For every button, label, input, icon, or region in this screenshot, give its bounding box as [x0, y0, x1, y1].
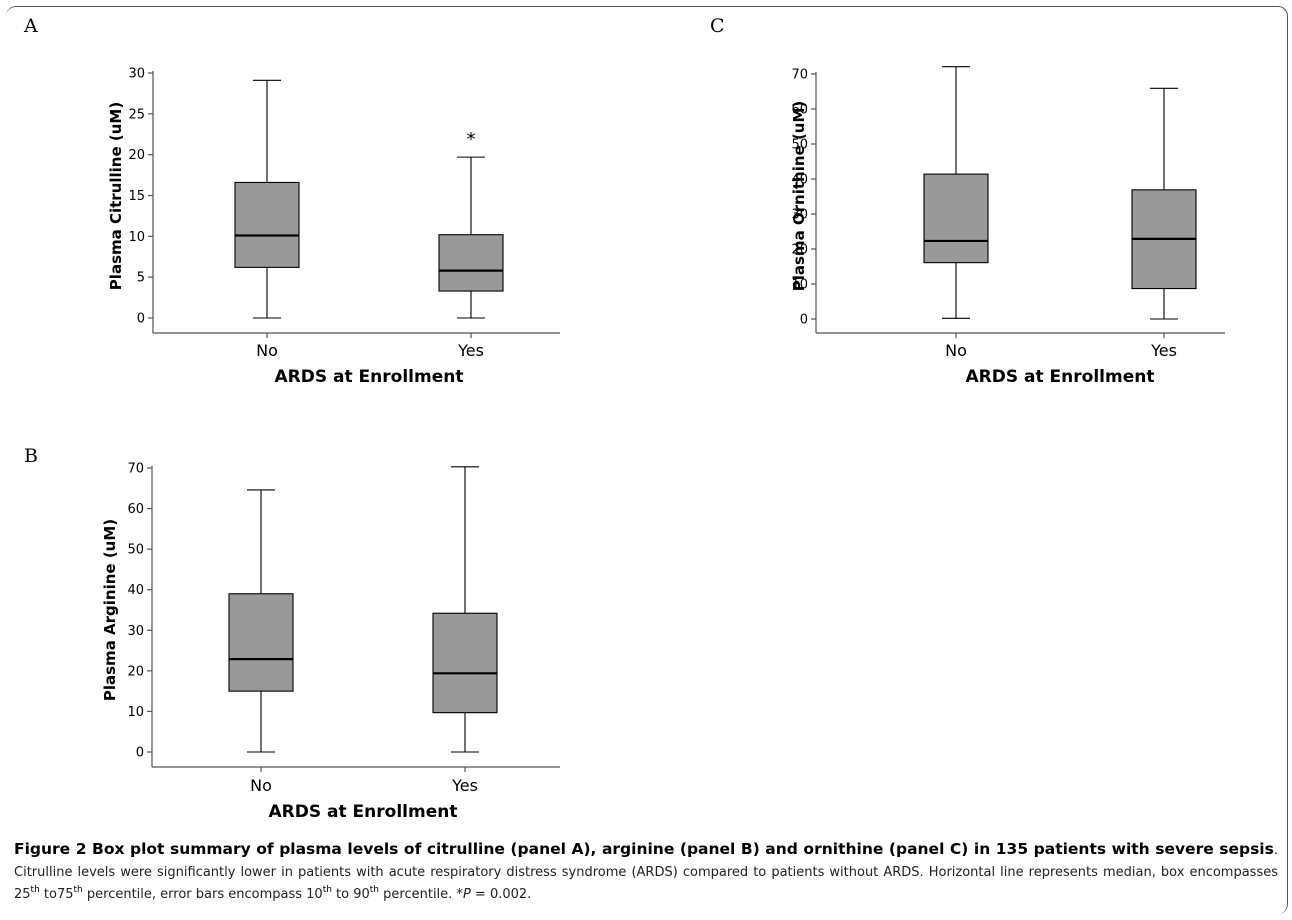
panel-a-no-box: [234, 181, 300, 268]
panel-c-yes-category-label: Yes: [1150, 341, 1177, 360]
figure-canvas: A 0 5 10 15 20 25 30 Plasma Citrulline (uM) ARDS …: [23, 15, 1225, 822]
panel-a-ytick-label: 15: [128, 189, 145, 204]
panel-a-yes-significance-marker: *: [467, 129, 476, 150]
panel-c-no-box: [923, 173, 989, 264]
panel-b-ytick-label: 0: [136, 746, 144, 761]
panel-b-ytick-label: 10: [127, 705, 144, 720]
panel-b-ytick-label: 60: [127, 502, 144, 517]
panel-b-ytick-label: 50: [127, 543, 144, 558]
panel-b-ytick-label: 70: [127, 462, 144, 477]
panel-c-ytick-label: 50: [791, 138, 808, 153]
sup-th-4: th: [369, 884, 380, 895]
panel-b-letter: B: [24, 445, 38, 467]
figure-frame: [6, 6, 1288, 914]
caption-title: Figure 2 Box plot summary of plasma leve…: [14, 839, 1278, 905]
panel-c-x-label: ARDS at Enrollment: [966, 367, 1155, 387]
caption-body-4: to 90: [331, 887, 370, 902]
panel-a-ytick-label: 0: [137, 312, 145, 327]
figure-caption: Figure 2 Box plot summary of plasma leve…: [14, 839, 1278, 905]
sup-th-3: th: [322, 884, 332, 895]
panel-a-ytick-label: 30: [128, 67, 145, 82]
panel-a-ytick-label: 25: [128, 107, 145, 122]
panel-b-yes-box: [432, 612, 498, 714]
panel-c-ytick-label: 70: [791, 68, 808, 83]
panel-b-no-box: [228, 593, 294, 692]
panel-c-letter: C: [710, 15, 725, 37]
panel-b-ytick-label: 20: [127, 664, 144, 679]
caption-body-1: . Citrulline levels were significantly l…: [14, 843, 1278, 902]
panel-c-no-category-label: No: [945, 341, 967, 360]
panel-c-y-label: Plasma Ornithine (uM): [790, 101, 808, 292]
panel-a-yes-category-label: Yes: [457, 341, 484, 360]
panel-c-ytick-label: 20: [791, 243, 808, 258]
panel-a-ytick-label: 20: [128, 148, 145, 163]
caption-body-3: percentile, error bars encompass 10: [82, 887, 323, 902]
panel-a-y-label: Plasma Citrulline (uM): [107, 102, 125, 290]
sup-th-1: th: [30, 884, 40, 895]
panel-b-y-label: Plasma Arginine (uM): [101, 519, 119, 701]
panel-b-ytick-label: 40: [127, 583, 144, 598]
panel-a-letter: A: [23, 15, 38, 37]
panel-b-ytick-label: 30: [127, 624, 144, 639]
panel-a-no-category-label: No: [256, 341, 278, 360]
caption-body-6: = 0.002.: [470, 887, 532, 902]
panel-c-ytick-label: 40: [791, 173, 808, 188]
caption-p-italic: P: [462, 887, 471, 902]
panel-c-ytick-label: 10: [791, 278, 808, 293]
panel-a-ytick-label: 5: [137, 271, 145, 286]
panel-a-ytick-label: 10: [128, 230, 145, 245]
panel-c-ytick-label: 30: [791, 208, 808, 223]
panel-a-x-label: ARDS at Enrollment: [275, 367, 464, 387]
panel-c-ytick-label: 60: [791, 103, 808, 118]
caption-body-2: to75: [39, 887, 74, 902]
sup-th-2: th: [73, 884, 83, 895]
caption-body-5: percentile. *: [379, 887, 463, 902]
panel-a-yes-box: [438, 234, 504, 292]
panel-b-x-label: ARDS at Enrollment: [269, 802, 458, 822]
panel-c-ytick-label: 0: [800, 313, 808, 328]
panel-b-yes-category-label: Yes: [451, 776, 478, 795]
caption-title-text: Figure 2 Box plot summary of plasma leve…: [14, 840, 1274, 858]
panel-b-no-category-label: No: [250, 776, 272, 795]
